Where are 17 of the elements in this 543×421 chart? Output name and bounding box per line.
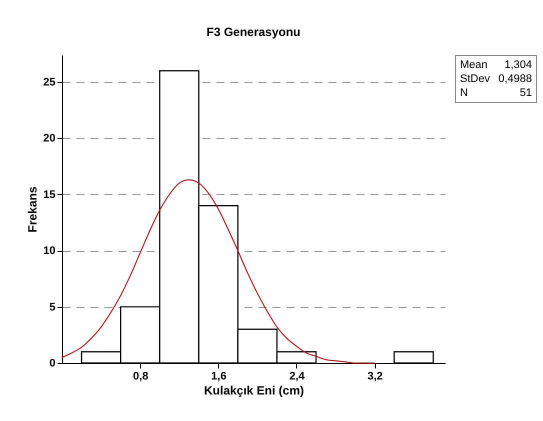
x-tick-label: 1,6 (211, 370, 226, 382)
x-tick-label: 3,2 (368, 370, 383, 382)
y-tick-label: 25 (43, 76, 56, 88)
y-axis-title: Frekans (25, 186, 40, 233)
y-tick-label: 10 (43, 245, 56, 258)
x-tick-label: 0,8 (133, 370, 148, 382)
text: StDev 0,4988 (460, 72, 532, 86)
y-tick-label: 20 (43, 132, 56, 145)
line-series (62, 179, 376, 364)
y-tick-label: 5 (49, 301, 56, 314)
y-tick-label: 15 (43, 188, 56, 201)
x-axis-title: Kulakçık Eni (cm) (204, 384, 304, 398)
text: Mean 1,304 (460, 59, 532, 71)
y-tick-label: 0 (49, 358, 56, 370)
text: N 51 (460, 87, 532, 99)
x-tick-label: 2,4 (289, 370, 306, 382)
chart-title: F3 Generasyonu (206, 25, 301, 39)
